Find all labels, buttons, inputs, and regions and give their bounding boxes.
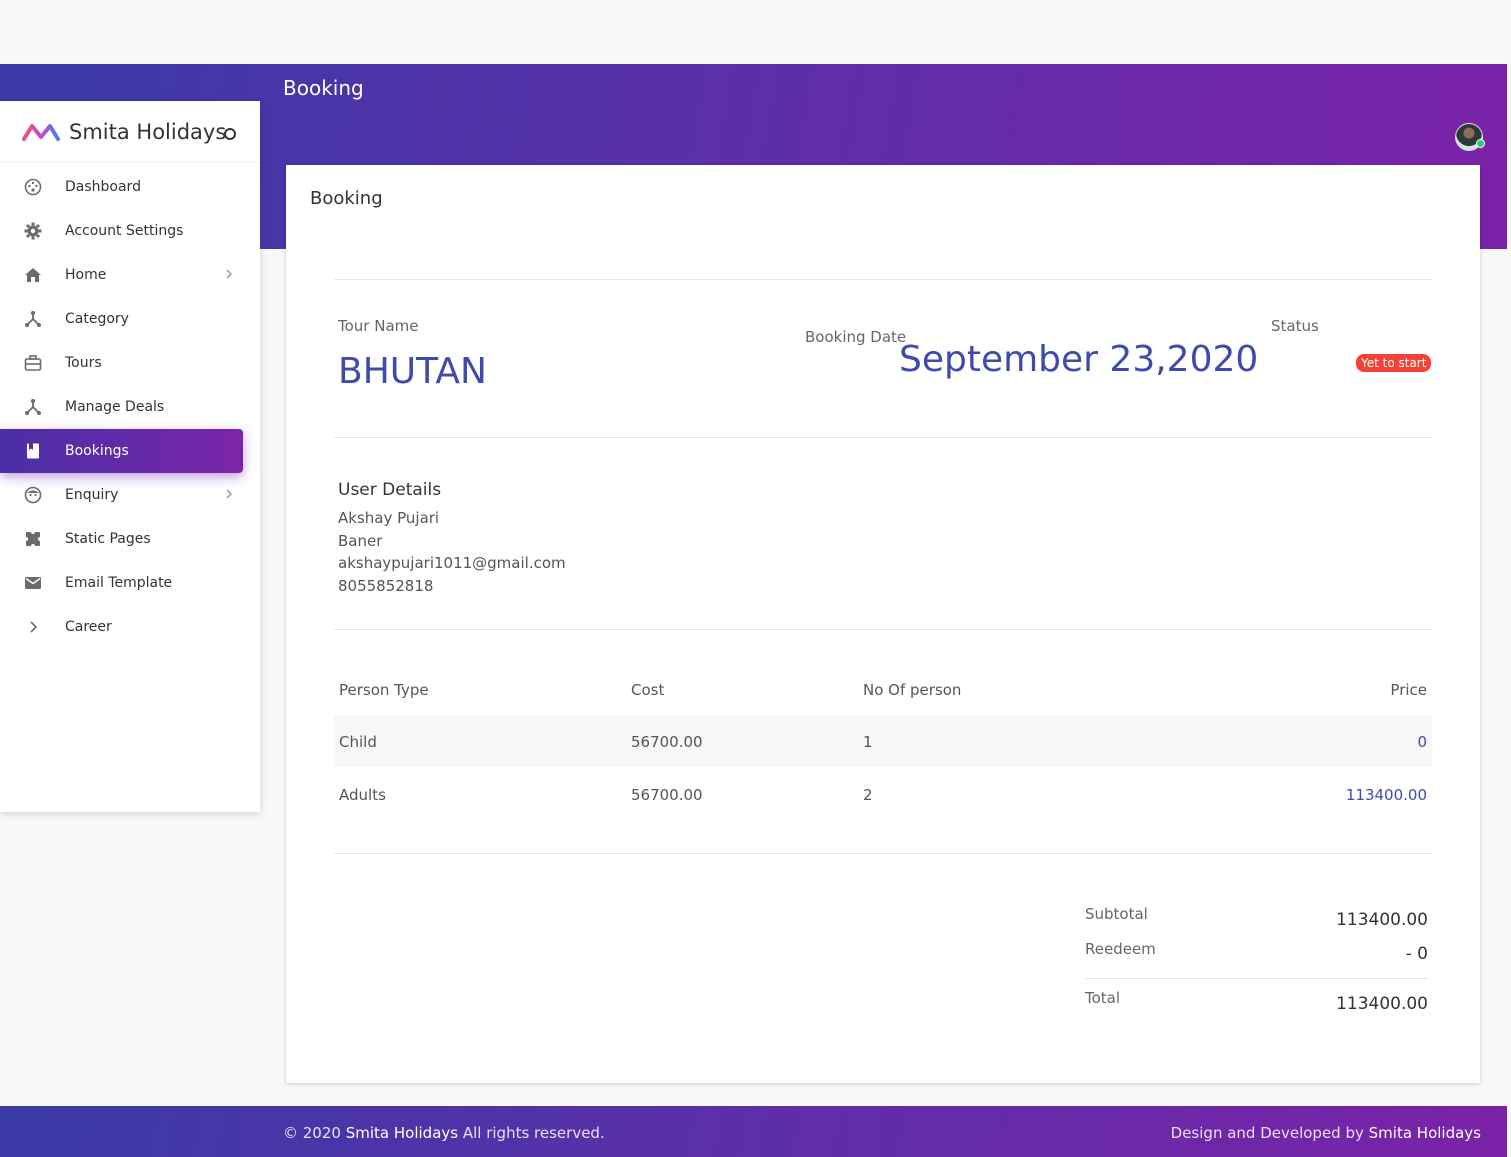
sidebar-item-label: Email Template <box>65 575 173 591</box>
user-phone: 8055852818 <box>338 577 434 595</box>
table-cell: 56700.00 <box>631 786 703 804</box>
sidebar-item-label: Static Pages <box>65 531 151 547</box>
table-row <box>334 715 1432 767</box>
total-value: 113400.00 <box>1336 994 1428 1014</box>
divider <box>334 279 1432 280</box>
sidebar-item-label: Category <box>65 311 129 327</box>
sidebar-item-manage-deals[interactable]: Manage Deals <box>0 385 260 429</box>
sidebar-item-label: Enquiry <box>65 487 119 503</box>
table-row <box>334 768 1432 820</box>
sidebar: Smita Holidays Dashboard Account Setting… <box>0 101 260 812</box>
book-icon <box>24 442 42 460</box>
table-cell: Child <box>339 733 377 751</box>
sidebar-item-bookings[interactable]: Bookings <box>0 429 243 473</box>
brand-logo-icon <box>22 123 60 141</box>
sidebar-item-label: Tours <box>65 355 102 371</box>
copyright-prefix: © 2020 <box>283 1124 341 1142</box>
card-title: Booking <box>310 188 383 209</box>
dashboard-icon <box>24 178 42 196</box>
footer-copyright: © 2020 Smita Holidays All rights reserve… <box>283 1124 605 1142</box>
table-cell: 2 <box>863 786 873 804</box>
chevron-right-icon <box>226 489 233 499</box>
mail-icon <box>24 574 42 592</box>
tour-name: BHUTAN <box>338 351 487 392</box>
status-badge: Yet to start <box>1356 354 1432 372</box>
user-email: akshaypujari1011@gmail.com <box>338 554 566 572</box>
chevron-right-icon <box>24 618 42 636</box>
redeem-value: - 0 <box>1405 944 1428 964</box>
sidebar-item-enquiry[interactable]: Enquiry <box>0 473 260 517</box>
brand[interactable]: Smita Holidays <box>0 101 260 163</box>
page-title: Booking <box>283 76 364 100</box>
table-header-price: Price <box>1390 681 1427 699</box>
deals-icon <box>24 398 42 416</box>
copyright-suffix: All rights reserved. <box>462 1124 605 1142</box>
credit-prefix: Design and Developed by <box>1170 1124 1364 1142</box>
user-details-title: User Details <box>338 480 442 500</box>
sidebar-item-label: Home <box>65 267 107 283</box>
booking-date-label: Booking Date <box>805 328 907 346</box>
sidebar-toggle-icon[interactable] <box>224 128 236 140</box>
sidebar-item-label: Account Settings <box>65 223 184 239</box>
total-label: Total <box>1085 989 1121 1007</box>
sidebar-item-static-pages[interactable]: Static Pages <box>0 517 260 561</box>
table-cell: Adults <box>339 786 386 804</box>
footer-credit: Design and Developed by Smita Holidays <box>1171 1124 1481 1142</box>
table-cell-price: 113400.00 <box>1345 786 1427 804</box>
subtotal-value: 113400.00 <box>1336 910 1428 930</box>
table-cell: 56700.00 <box>631 733 703 751</box>
sidebar-item-home[interactable]: Home <box>0 253 260 297</box>
divider <box>334 853 1432 854</box>
sidebar-item-label: Bookings <box>65 443 129 459</box>
footer: © 2020 Smita Holidays All rights reserve… <box>0 1106 1507 1157</box>
divider <box>334 437 1432 438</box>
subtotal-label: Subtotal <box>1085 905 1148 923</box>
divider <box>334 629 1432 630</box>
sidebar-nav: Dashboard Account Settings Home Category <box>0 165 260 649</box>
chevron-right-icon <box>226 269 233 279</box>
sidebar-item-career[interactable]: Career <box>0 605 260 649</box>
brand-name: Smita Holidays <box>69 119 227 144</box>
booking-date: September 23,2020 <box>899 339 1259 380</box>
sidebar-item-dashboard[interactable]: Dashboard <box>0 165 260 209</box>
sidebar-item-account-settings[interactable]: Account Settings <box>0 209 260 253</box>
sidebar-item-label: Dashboard <box>65 179 141 195</box>
user-name: Akshay Pujari <box>338 509 440 527</box>
sidebar-item-label: Manage Deals <box>65 399 165 415</box>
table-header-person-type: Person Type <box>339 681 429 699</box>
footer-brand-link[interactable]: Smita Holidays <box>345 1124 459 1142</box>
table-cell-price: 0 <box>1417 733 1427 751</box>
table-header-cost: Cost <box>631 681 665 699</box>
puzzle-icon <box>24 530 42 548</box>
redeem-label: Reedeem <box>1085 940 1156 958</box>
sidebar-item-label: Career <box>65 619 112 635</box>
sidebar-item-email-template[interactable]: Email Template <box>0 561 260 605</box>
sidebar-item-tours[interactable]: Tours <box>0 341 260 385</box>
sidebar-item-category[interactable]: Category <box>0 297 260 341</box>
status-label: Status <box>1271 317 1319 335</box>
footer-credit-link[interactable]: Smita Holidays <box>1368 1124 1481 1142</box>
briefcase-icon <box>24 354 42 372</box>
face-icon <box>24 486 42 504</box>
divider <box>1085 978 1429 979</box>
online-status-dot <box>1476 139 1485 148</box>
home-icon <box>24 266 42 284</box>
category-icon <box>24 310 42 328</box>
table-header-no-of-person: No Of person <box>863 681 962 699</box>
tour-name-label: Tour Name <box>338 317 419 335</box>
user-address: Baner <box>338 532 383 550</box>
table-cell: 1 <box>863 733 873 751</box>
gear-icon <box>24 222 42 240</box>
booking-card: Booking Tour Name BHUTAN Booking Date Se… <box>286 165 1480 1083</box>
